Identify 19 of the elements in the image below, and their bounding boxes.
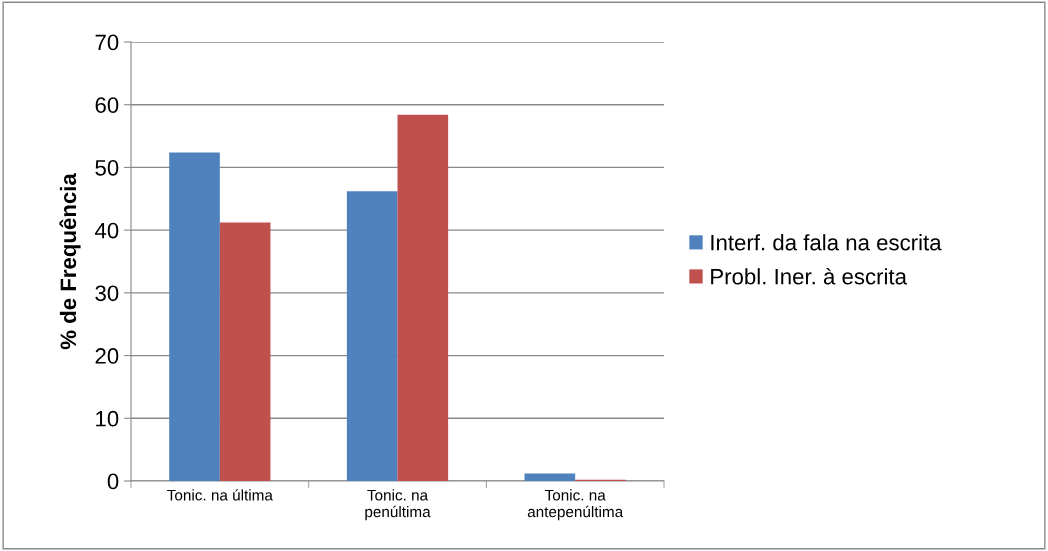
- y-tick-label: 50: [95, 159, 119, 176]
- bar: [524, 473, 576, 481]
- x-tick-label: Tonic. na última: [167, 489, 273, 501]
- x-tick-label: Tonic. na penúltima: [365, 489, 431, 521]
- y-tick-label: 0: [107, 473, 119, 490]
- x-tick-label: Tonic. na antepenúltima: [527, 489, 624, 521]
- y-tick-label: 10: [96, 410, 119, 427]
- y-tick-label: 70: [95, 34, 119, 51]
- bar: [219, 222, 271, 481]
- y-tick-label: 20: [95, 348, 119, 364]
- legend-label: Probl. Iner. à escrita: [711, 267, 907, 285]
- bar: [346, 191, 398, 481]
- y-tick-label: 40: [94, 222, 119, 239]
- y-axis-title: % de Frequência: [59, 173, 81, 350]
- bar: [169, 152, 220, 481]
- legend-label: Interf. da fala na escrita: [711, 234, 942, 251]
- y-tick-label: 30: [95, 285, 119, 302]
- bar: [397, 114, 449, 481]
- y-tick-label: 60: [95, 97, 119, 113]
